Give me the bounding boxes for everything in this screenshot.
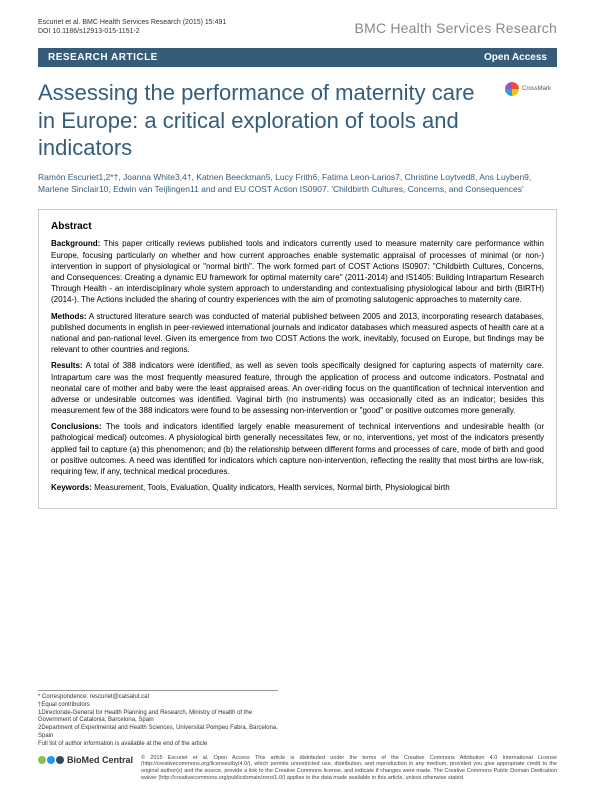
open-access-label: Open Access: [484, 52, 547, 63]
abstract-conclusions: Conclusions: The tools and indicators id…: [51, 421, 544, 477]
citation-block: Escuriet et al. BMC Health Services Rese…: [38, 18, 226, 36]
background-text: This paper critically reviews published …: [51, 239, 544, 304]
article-type-bar: RESEARCH ARTICLE Open Access: [38, 48, 557, 67]
page-header: Escuriet et al. BMC Health Services Rese…: [0, 0, 595, 44]
conclusions-label: Conclusions:: [51, 422, 102, 431]
abstract-methods: Methods: A structured literature search …: [51, 311, 544, 356]
abstract-background: Background: This paper critically review…: [51, 238, 544, 305]
citation-text: Escuriet et al. BMC Health Services Rese…: [38, 18, 226, 27]
journal-logo-text: BMC Health Services Research: [355, 20, 557, 36]
corr-equal: †Equal contributors: [38, 702, 278, 710]
correspondence-block: * Correspondence: rescuriet@catsalut.cat…: [38, 690, 278, 749]
page-footer: * Correspondence: rescuriet@catsalut.cat…: [38, 690, 557, 782]
abstract-keywords: Keywords: Measurement, Tools, Evaluation…: [51, 482, 544, 493]
results-label: Results:: [51, 361, 83, 370]
crossmark-label: CrossMark: [522, 86, 551, 92]
bmc-circle-navy: [56, 756, 64, 764]
corr-affil-2: 2Department of Experimental and Health S…: [38, 725, 278, 741]
results-text: A total of 388 indicators were identifie…: [51, 361, 544, 415]
journal-logo: BMC Health Services Research: [355, 18, 557, 36]
author-list: Ramón Escuriet1,2*†, Joanna White3,4†, K…: [0, 170, 595, 206]
background-label: Background:: [51, 239, 100, 248]
article-type-label: RESEARCH ARTICLE: [48, 52, 158, 63]
corr-fulllist: Full list of author information is avail…: [38, 741, 278, 749]
crossmark-badge[interactable]: CrossMark: [505, 81, 553, 97]
abstract-heading: Abstract: [51, 220, 544, 234]
article-title: Assessing the performance of maternity c…: [38, 79, 557, 162]
bmc-circle-blue: [47, 756, 55, 764]
abstract-results: Results: A total of 388 indicators were …: [51, 360, 544, 416]
corr-email: * Correspondence: rescuriet@catsalut.cat: [38, 694, 278, 702]
corr-affil-1: 1Directorate-General for Health Planning…: [38, 710, 278, 726]
methods-text: A structured literature search was condu…: [51, 312, 544, 355]
bmc-logo-icon: [38, 756, 64, 764]
conclusions-text: The tools and indicators identified larg…: [51, 422, 544, 476]
keywords-label: Keywords:: [51, 483, 92, 492]
bmc-circle-green: [38, 756, 46, 764]
title-block: Assessing the performance of maternity c…: [0, 67, 595, 170]
methods-label: Methods:: [51, 312, 87, 321]
doi-text: DOI 10.1186/s12913-015-1151-2: [38, 27, 226, 36]
crossmark-icon: [505, 82, 519, 96]
license-row: BioMed Central © 2015 Escuriet et al. Op…: [38, 755, 557, 783]
biomed-central-logo: BioMed Central: [38, 755, 133, 765]
license-text: © 2015 Escuriet et al. Open Access This …: [141, 755, 557, 783]
abstract-box: Abstract Background: This paper critical…: [38, 209, 557, 509]
bmc-logo-text: BioMed Central: [67, 755, 133, 765]
keywords-text: Measurement, Tools, Evaluation, Quality …: [94, 483, 450, 492]
